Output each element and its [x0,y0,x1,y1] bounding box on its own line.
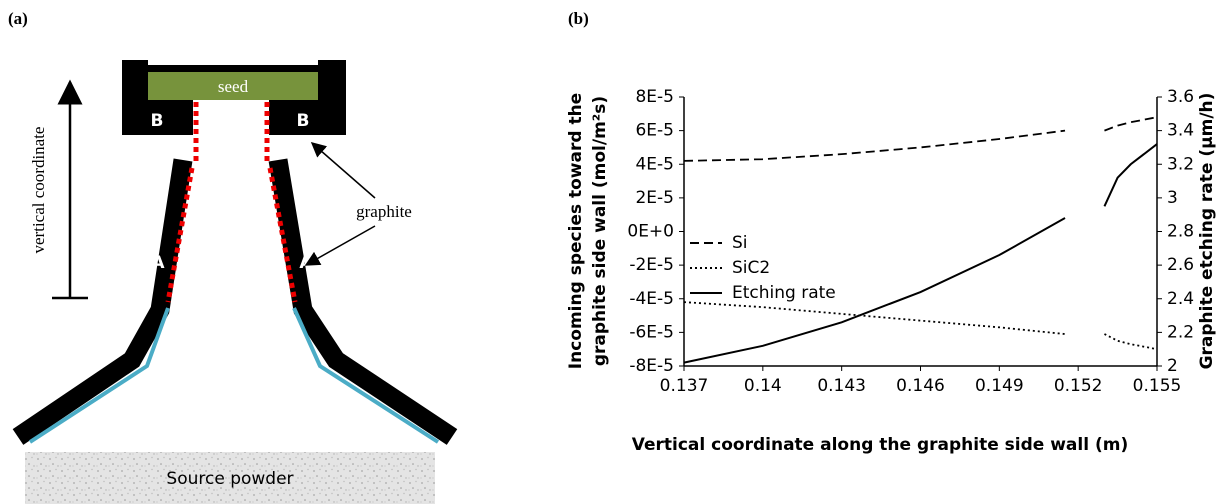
y2-tick-label: 2 [1167,356,1178,376]
y2-tick-label: 2.4 [1167,289,1194,309]
y-axis-title: graphite side wall (mol/m²s) [590,96,610,366]
x-tick-label: 0.146 [896,376,945,396]
block-label: B [297,111,310,131]
holder-lip [318,60,346,70]
y-tick-label: 8E-5 [635,87,674,107]
y2-tick-label: 2.2 [1167,322,1194,342]
x-tick-label: 0.152 [1054,376,1103,396]
series-line [683,116,1158,162]
y2-tick-label: 3.2 [1167,154,1194,174]
y-tick-label: 6E-5 [635,121,674,141]
x-axis-title: Vertical coordinate along the graphite s… [632,435,1128,455]
x-tick-label: 0.137 [660,376,709,396]
x-tick-label: 0.149 [975,376,1024,396]
wall-label: A [151,253,165,273]
source-label: Source powder [166,469,293,489]
series-line [683,143,1158,364]
wall [12,158,193,445]
y-tick-label: -6E-5 [629,322,674,342]
panel-label: (a) [8,9,28,28]
pointer [304,225,376,266]
etch-zone [165,167,195,303]
chart: (b) Vertical coordinate along the graphi… [566,9,1217,455]
legend-label: Si [732,233,748,253]
seed-label: seed [218,77,249,96]
series-line [683,301,1158,351]
y2-tick-label: 3 [1167,188,1178,208]
y2-axis-title: Graphite etching rate (µm/h) [1197,93,1217,370]
deposit-zone [28,307,170,444]
gap [193,100,269,136]
y2-tick-label: 2.6 [1167,255,1194,275]
panel-label: (b) [568,9,589,28]
wall-label: A [299,253,313,273]
y2-tick-label: 3.4 [1167,121,1194,141]
legend-label: SiC2 [732,258,770,278]
y-axis-title: Incoming species toward the [566,93,586,369]
y-tick-label: 2E-5 [635,188,674,208]
etch-zone [267,167,298,303]
wall [268,158,458,445]
holder-lip [122,60,148,70]
diagram: (a) seed B B A A vertical coordinate gra… [8,9,458,504]
legend-label: Etching rate [732,283,836,303]
axis-label: vertical coordinate [29,127,48,254]
x-tick-label: 0.143 [817,376,866,396]
seed [148,72,318,100]
y-tick-label: -8E-5 [629,356,674,376]
block-label: B [151,111,164,131]
y2-tick-label: 2.8 [1167,222,1194,242]
y-tick-label: 4E-5 [635,154,674,174]
graphite-label: graphite [356,202,412,221]
x-tick-label: 0.155 [1133,376,1182,396]
pointer [310,142,376,199]
y-tick-label: 0E+0 [627,222,674,242]
x-tick-label: 0.14 [744,376,782,396]
y-tick-label: -2E-5 [629,255,674,275]
source-powder [25,452,435,504]
y-tick-label: -4E-5 [629,289,674,309]
y2-tick-label: 3.6 [1167,87,1194,107]
deposit-zone [292,307,440,444]
